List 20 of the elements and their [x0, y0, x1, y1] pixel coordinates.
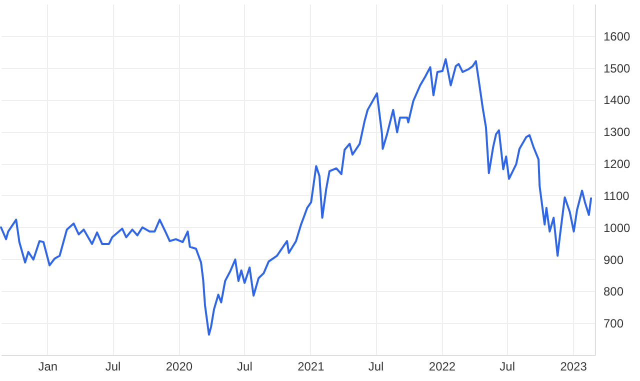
x-tick-label: Jul [368, 360, 384, 374]
x-tick-label: Jul [105, 360, 121, 374]
y-tick-label: 1200 [604, 157, 631, 172]
x-tick-label: Jan [38, 360, 58, 374]
x-tick-label: Jul [237, 360, 252, 374]
y-tick-label: 1400 [604, 93, 631, 108]
x-tick-label: 2022 [428, 360, 456, 374]
y-tick-label: 1100 [604, 188, 630, 203]
x-tick-label: Jul [500, 360, 516, 374]
line-series [0, 58, 592, 336]
y-tick-label: 1300 [604, 125, 631, 140]
y-tick-label: 1000 [604, 220, 631, 235]
x-tick-label: 2023 [560, 360, 588, 374]
y-tick-label: 800 [604, 284, 624, 299]
y-tick-label: 900 [604, 252, 624, 267]
y-tick-label: 1600 [604, 29, 631, 44]
x-tick-label: 2020 [166, 360, 193, 374]
x-tick-label: 2021 [298, 360, 325, 374]
y-tick-label: 1500 [604, 61, 631, 76]
y-tick-label: 700 [604, 316, 624, 331]
